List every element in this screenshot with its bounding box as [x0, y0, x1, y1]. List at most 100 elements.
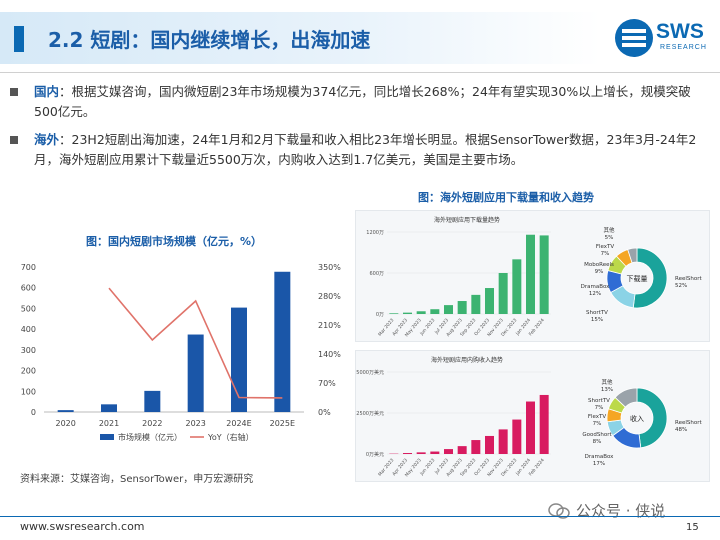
- slice-value: 13%: [601, 387, 613, 393]
- x-tick-label: 2022: [142, 419, 162, 428]
- slice-name: ShortTV: [588, 398, 610, 404]
- y-tick-label: 1200万: [366, 230, 384, 236]
- bullet-keyword: 海外: [34, 132, 60, 147]
- left-chart-title: 图：国内短剧市场规模（亿元，%）: [86, 235, 263, 248]
- slice-name: GoodShort: [582, 432, 612, 438]
- slice-name: 其他: [603, 226, 615, 234]
- bar-Oct 2023: [485, 288, 494, 314]
- chart-title: 海外短剧应用内购收入趋势: [431, 356, 503, 364]
- y-tick-label: 5000万美元: [356, 369, 384, 376]
- y-tick-label: 200: [21, 367, 36, 376]
- slice-value: 7%: [593, 421, 602, 427]
- x-tick-label: 2024E: [226, 419, 251, 428]
- slice-value: 15%: [591, 317, 603, 323]
- right-chart-title: 图：海外短剧应用下载量和收入趋势: [418, 191, 594, 204]
- bar-2024E: [231, 307, 247, 412]
- bar-Sep 2023: [471, 440, 481, 454]
- y2-tick-label: 350%: [318, 263, 341, 272]
- source-note: 资料来源：艾媒咨询，SensorTower，申万宏源研究: [20, 474, 254, 485]
- x-tick-label: 2021: [99, 419, 119, 428]
- slice-name: ShortTV: [586, 310, 608, 316]
- bar-Nov 2023: [498, 429, 508, 454]
- y2-tick-label: 70%: [318, 379, 336, 388]
- slice-name: DramaBox: [581, 284, 611, 290]
- bullet-square-icon: [10, 136, 18, 144]
- bullet-overseas: 海外：23H2短剧出海加速，24年1月和2月下载量和收入相比23年增长明显。根据…: [10, 130, 710, 170]
- slice-其他: [614, 387, 638, 408]
- slice-value: 12%: [589, 291, 601, 297]
- wechat-icon: [548, 502, 570, 519]
- y-tick-label: 0: [31, 408, 36, 417]
- y2-tick-label: 210%: [318, 321, 341, 330]
- y-tick-label: 500: [21, 304, 36, 313]
- bar-Mar 2023: [389, 313, 399, 314]
- bar-May 2023: [416, 311, 426, 314]
- x-tick-label: 2020: [55, 419, 75, 428]
- bar-Jul 2023: [444, 305, 453, 314]
- legend-bar-label: 市场规模（亿元）: [118, 432, 182, 442]
- y-tick-label: 600万: [369, 271, 384, 277]
- slice-ReelShort: [632, 247, 668, 309]
- y-tick-label: 100: [21, 387, 36, 396]
- bar-Apr 2023: [403, 312, 412, 314]
- watermark: 公众号 · 侠说: [548, 500, 665, 521]
- slice-name: FlexTV: [596, 244, 615, 250]
- bullet-domestic: 国内：根据艾媒咨询，国内微短剧23年市场规模为374亿元，同比增长268%；24…: [10, 82, 710, 122]
- slice-value: 17%: [593, 461, 605, 467]
- y-tick-label: 0万美元: [366, 451, 384, 458]
- donut-center-label: 下载量: [627, 274, 648, 283]
- y-tick-label: 600: [21, 284, 36, 293]
- bar-Oct 2023: [485, 435, 494, 454]
- y2-tick-label: 140%: [318, 350, 341, 359]
- bar-Dec 2023: [512, 419, 522, 454]
- slice-name: DramaBox: [585, 454, 615, 460]
- title-banner: [0, 12, 600, 64]
- bar-Feb 2024: [539, 235, 549, 314]
- x-tick-label: 2025E: [270, 419, 295, 428]
- slice-value: 9%: [595, 269, 604, 275]
- slice-其他: [627, 247, 638, 264]
- bar-Sep 2023: [471, 294, 481, 314]
- slice-value: 48%: [675, 427, 687, 433]
- footer-divider: [0, 516, 720, 517]
- bar-2023: [187, 334, 204, 412]
- y2-tick-label: 280%: [318, 292, 341, 301]
- x-tick-label: 2023: [185, 419, 205, 428]
- logo-text: SWS: [656, 20, 704, 43]
- bullet-square-icon: [10, 88, 18, 96]
- slice-value: 7%: [601, 251, 610, 257]
- bar-2021: [101, 404, 117, 412]
- donut-center-label: 收入: [630, 414, 644, 423]
- bar-Jun 2023: [430, 309, 440, 314]
- domestic-market-chart: 0 100 200 300 400 500 600 700 0% 70% 140% 210% 280% 3…: [21, 263, 342, 442]
- slice-name: MoboReels: [584, 262, 614, 268]
- watermark-text: 公众号 · 侠说: [576, 502, 666, 520]
- bar-2022: [144, 390, 161, 412]
- y-tick-label: 300: [21, 346, 36, 355]
- slice-value: 5%: [605, 235, 614, 241]
- bar-Jan 2024: [526, 234, 535, 314]
- y-tick-label: 2500万美元: [356, 410, 384, 417]
- bullet-text: ：根据艾媒咨询，国内微短剧23年市场规模为374亿元，同比增长268%；24年有…: [34, 84, 691, 119]
- chart-title: 海外短剧应用下载量趋势: [434, 216, 500, 224]
- logo-subtext: RESEARCH: [660, 44, 707, 51]
- sws-logo-icon: [615, 19, 653, 57]
- bar-Aug 2023: [457, 301, 467, 314]
- title-accent-bar: [14, 26, 24, 52]
- slice-name: ReelShort: [675, 276, 702, 282]
- bar-2025E: [274, 271, 291, 412]
- footer-url[interactable]: www.swsresearch.com: [20, 520, 145, 533]
- header-divider: [0, 72, 720, 73]
- bar-Aug 2023: [457, 446, 467, 454]
- legend-line-label: YoY（右轴）: [207, 432, 254, 442]
- bullet-keyword: 国内: [34, 84, 60, 99]
- slice-name: ReelShort: [675, 420, 702, 426]
- yoy-line: [108, 287, 283, 399]
- slice-value: 7%: [595, 405, 604, 411]
- slice-name: FlexTV: [588, 414, 607, 420]
- bar-Nov 2023: [498, 273, 508, 314]
- bar-Jun 2023: [430, 451, 440, 454]
- y-tick-label: 400: [21, 325, 36, 334]
